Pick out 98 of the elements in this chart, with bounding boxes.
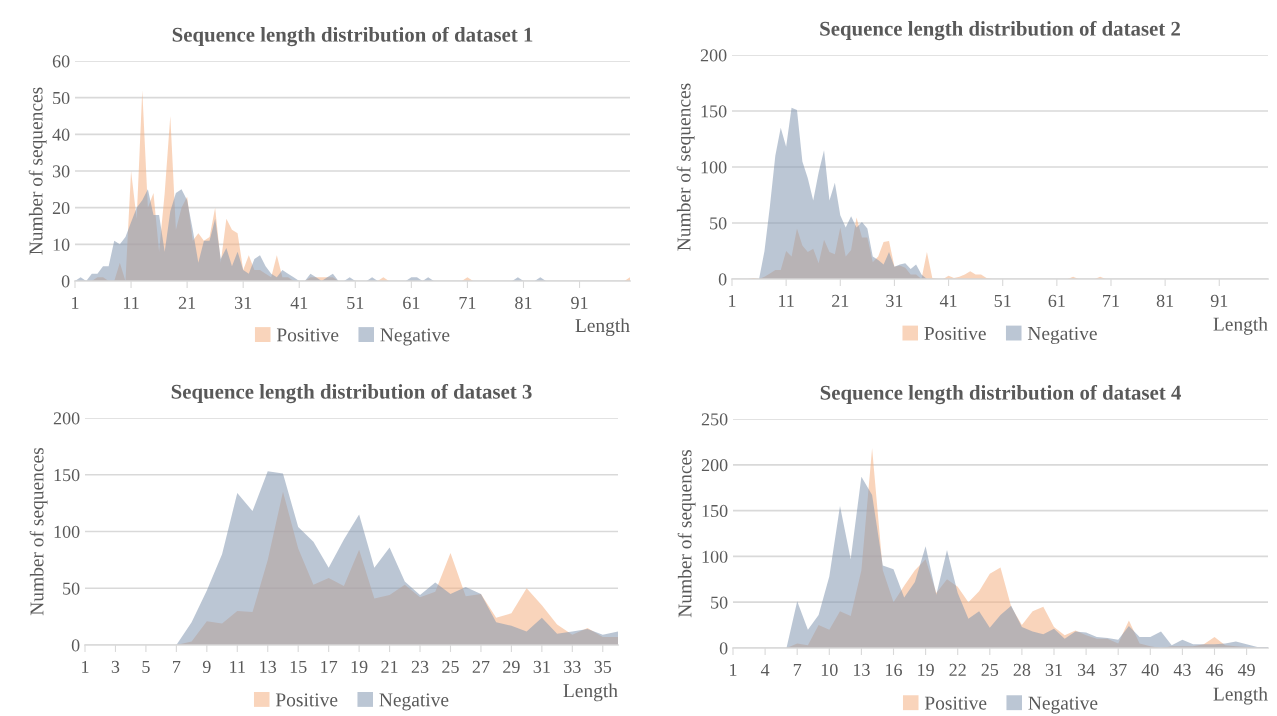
y-tick-label: 0 xyxy=(718,273,727,286)
x-tick-label: 71 xyxy=(459,296,476,309)
x-tick-label: 25 xyxy=(981,663,999,676)
y-tick-label: 100 xyxy=(701,161,727,174)
x-tick-label: 22 xyxy=(949,663,966,676)
legend-label: Negative xyxy=(1028,696,1098,714)
x-tick-label: 7 xyxy=(173,660,181,673)
y-tick-label: 150 xyxy=(701,105,727,118)
x-tick-label: 81 xyxy=(1156,294,1174,307)
y-tick-label: 50 xyxy=(63,582,80,595)
x-tick-label: 37 xyxy=(1110,663,1127,676)
x-tick-label: 46 xyxy=(1205,663,1223,676)
x-tick-label: 1 xyxy=(82,660,89,673)
chart-title: Sequence length distribution of dataset 3 xyxy=(171,383,532,404)
x-tick-label: 10 xyxy=(821,663,838,676)
x-tick-label: 33 xyxy=(564,660,581,673)
y-tick-label: 200 xyxy=(701,459,728,472)
x-tick-label: 51 xyxy=(347,296,364,309)
chart-title: Sequence length distribution of dataset 2 xyxy=(820,20,1180,41)
x-tick-label: 51 xyxy=(994,294,1011,307)
x-axis-title: Length xyxy=(1213,686,1268,705)
x-axis-title: Length xyxy=(1213,317,1268,335)
y-axis-title: Number of sequences xyxy=(28,87,47,255)
chart-title: Sequence length distribution of dataset 4 xyxy=(820,384,1181,405)
x-tick-label: 3 xyxy=(111,660,120,673)
y-tick-label: 0 xyxy=(719,642,728,655)
x-tick-label: 31 xyxy=(886,294,903,307)
x-tick-label: 21 xyxy=(178,296,196,309)
y-tick-label: 200 xyxy=(53,412,80,425)
y-axis-title: Number of sequences xyxy=(677,449,696,618)
y-tick-label: 0 xyxy=(61,275,70,288)
x-tick-label: 11 xyxy=(230,660,245,673)
x-tick-label: 23 xyxy=(411,660,429,673)
x-tick-label: 31 xyxy=(1045,663,1062,676)
y-axis-title: Number of sequences xyxy=(676,83,695,251)
x-tick-label: 43 xyxy=(1173,663,1191,676)
y-tick-label: 150 xyxy=(54,469,80,482)
x-tick-label: 15 xyxy=(290,660,307,673)
y-tick-label: 40 xyxy=(52,128,70,141)
x-tick-label: 4 xyxy=(760,663,770,676)
legend-label: Negative xyxy=(1027,326,1097,345)
x-tick-label: 1 xyxy=(72,296,79,309)
x-tick-label: 41 xyxy=(290,296,308,309)
x-tick-label: 40 xyxy=(1141,663,1159,676)
x-tick-label: 31 xyxy=(533,660,550,673)
x-tick-label: 19 xyxy=(918,663,934,676)
y-tick-label: 250 xyxy=(701,413,728,426)
chart-title: Sequence length distribution of dataset 1 xyxy=(172,26,533,47)
x-tick-label: 61 xyxy=(403,296,420,309)
y-tick-label: 100 xyxy=(54,525,80,538)
x-tick-label: 7 xyxy=(793,663,802,676)
legend-label: Positive xyxy=(276,328,339,342)
y-tick-label: 20 xyxy=(52,201,70,215)
x-tick-label: 5 xyxy=(142,660,150,673)
x-tick-label: 16 xyxy=(886,663,902,676)
x-axis-title: Length xyxy=(563,683,618,702)
y-tick-label: 60 xyxy=(52,55,70,68)
x-tick-label: 19 xyxy=(351,660,368,673)
x-tick-label: 1 xyxy=(730,663,737,676)
x-tick-label: 9 xyxy=(202,660,211,673)
x-tick-label: 11 xyxy=(779,294,794,307)
x-tick-label: 91 xyxy=(571,296,588,309)
x-tick-label: 27 xyxy=(472,660,490,673)
y-tick-label: 50 xyxy=(711,596,728,609)
x-tick-label: 34 xyxy=(1077,663,1095,676)
legend-label: Negative xyxy=(379,693,449,711)
x-tick-label: 35 xyxy=(594,660,612,673)
y-axis-title: Number of sequences xyxy=(29,447,48,616)
y-tick-label: 0 xyxy=(71,639,80,652)
y-tick-label: 50 xyxy=(53,91,70,105)
x-tick-label: 11 xyxy=(123,296,139,309)
legend-label: Positive xyxy=(924,696,987,710)
y-tick-label: 100 xyxy=(702,550,728,563)
y-tick-label: 50 xyxy=(710,217,727,230)
x-tick-label: 17 xyxy=(321,660,338,673)
legend-label: Positive xyxy=(924,326,986,341)
x-tick-label: 81 xyxy=(515,296,532,309)
y-tick-label: 10 xyxy=(53,238,70,251)
y-tick-label: 200 xyxy=(700,49,727,62)
x-tick-label: 13 xyxy=(260,660,277,673)
x-tick-label: 71 xyxy=(1103,294,1119,307)
x-tick-label: 91 xyxy=(1210,294,1228,307)
x-tick-label: 49 xyxy=(1237,663,1255,676)
x-tick-label: 13 xyxy=(853,663,870,676)
y-tick-label: 30 xyxy=(52,165,70,178)
legend-label: Positive xyxy=(275,693,338,707)
x-tick-label: 29 xyxy=(503,660,520,673)
x-tick-label: 31 xyxy=(235,296,252,309)
x-tick-label: 21 xyxy=(832,294,849,307)
x-tick-label: 1 xyxy=(729,294,736,307)
x-tick-label: 61 xyxy=(1048,294,1065,307)
x-tick-label: 28 xyxy=(1013,663,1031,676)
x-axis-title: Length xyxy=(575,318,630,337)
x-tick-label: 25 xyxy=(442,660,459,673)
x-tick-label: 41 xyxy=(939,294,957,307)
x-tick-label: 21 xyxy=(381,660,398,673)
y-tick-label: 150 xyxy=(702,504,728,518)
legend-label: Negative xyxy=(380,328,450,346)
